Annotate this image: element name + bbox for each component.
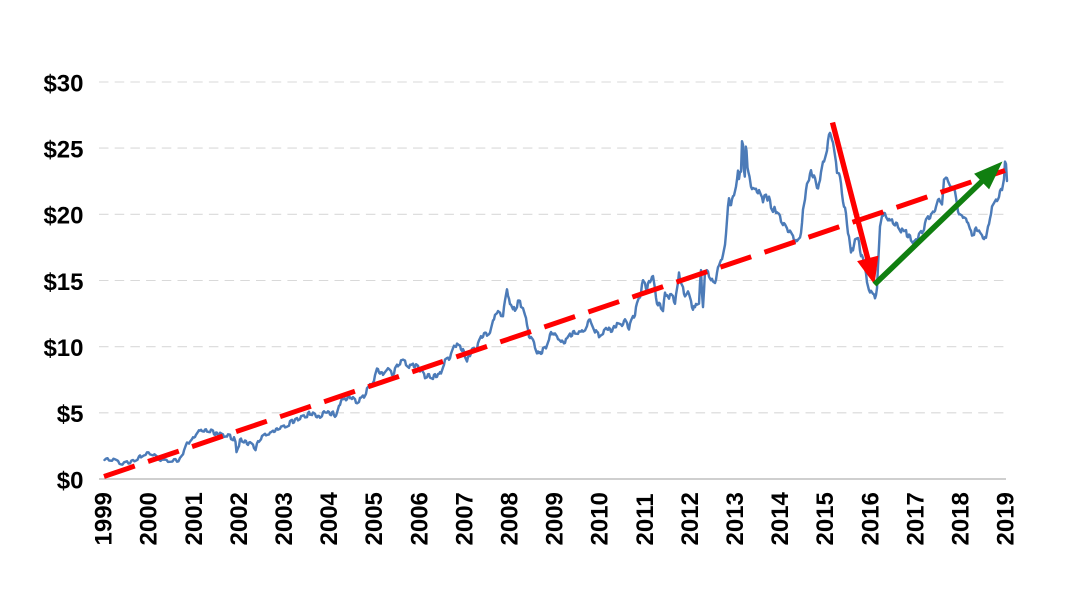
svg-text:2004: 2004 bbox=[316, 491, 343, 545]
svg-text:$0: $0 bbox=[57, 467, 84, 494]
svg-text:$20: $20 bbox=[43, 203, 83, 230]
svg-text:$15: $15 bbox=[43, 269, 83, 296]
svg-text:2018: 2018 bbox=[948, 492, 975, 545]
svg-text:1999: 1999 bbox=[91, 492, 118, 545]
svg-text:2016: 2016 bbox=[857, 492, 884, 545]
svg-text:2014: 2014 bbox=[767, 491, 794, 545]
svg-text:$10: $10 bbox=[43, 335, 83, 362]
svg-text:2006: 2006 bbox=[406, 492, 433, 545]
svg-text:$30: $30 bbox=[43, 70, 83, 97]
svg-text:2015: 2015 bbox=[812, 492, 839, 545]
svg-text:2002: 2002 bbox=[226, 492, 253, 545]
svg-text:2010: 2010 bbox=[587, 492, 614, 545]
svg-text:2012: 2012 bbox=[677, 492, 704, 545]
svg-text:$5: $5 bbox=[57, 401, 84, 428]
svg-text:2013: 2013 bbox=[722, 492, 749, 545]
svg-text:2019: 2019 bbox=[993, 492, 1020, 545]
svg-text:2000: 2000 bbox=[136, 492, 163, 545]
svg-text:2003: 2003 bbox=[271, 492, 298, 545]
svg-text:2017: 2017 bbox=[902, 492, 929, 545]
svg-text:2005: 2005 bbox=[361, 492, 388, 545]
svg-text:$25: $25 bbox=[43, 137, 83, 164]
svg-text:2007: 2007 bbox=[451, 492, 478, 545]
svg-text:2011: 2011 bbox=[632, 493, 659, 545]
svg-text:2001: 2001 bbox=[181, 492, 208, 545]
svg-text:2009: 2009 bbox=[542, 492, 569, 545]
svg-text:2008: 2008 bbox=[497, 492, 524, 545]
